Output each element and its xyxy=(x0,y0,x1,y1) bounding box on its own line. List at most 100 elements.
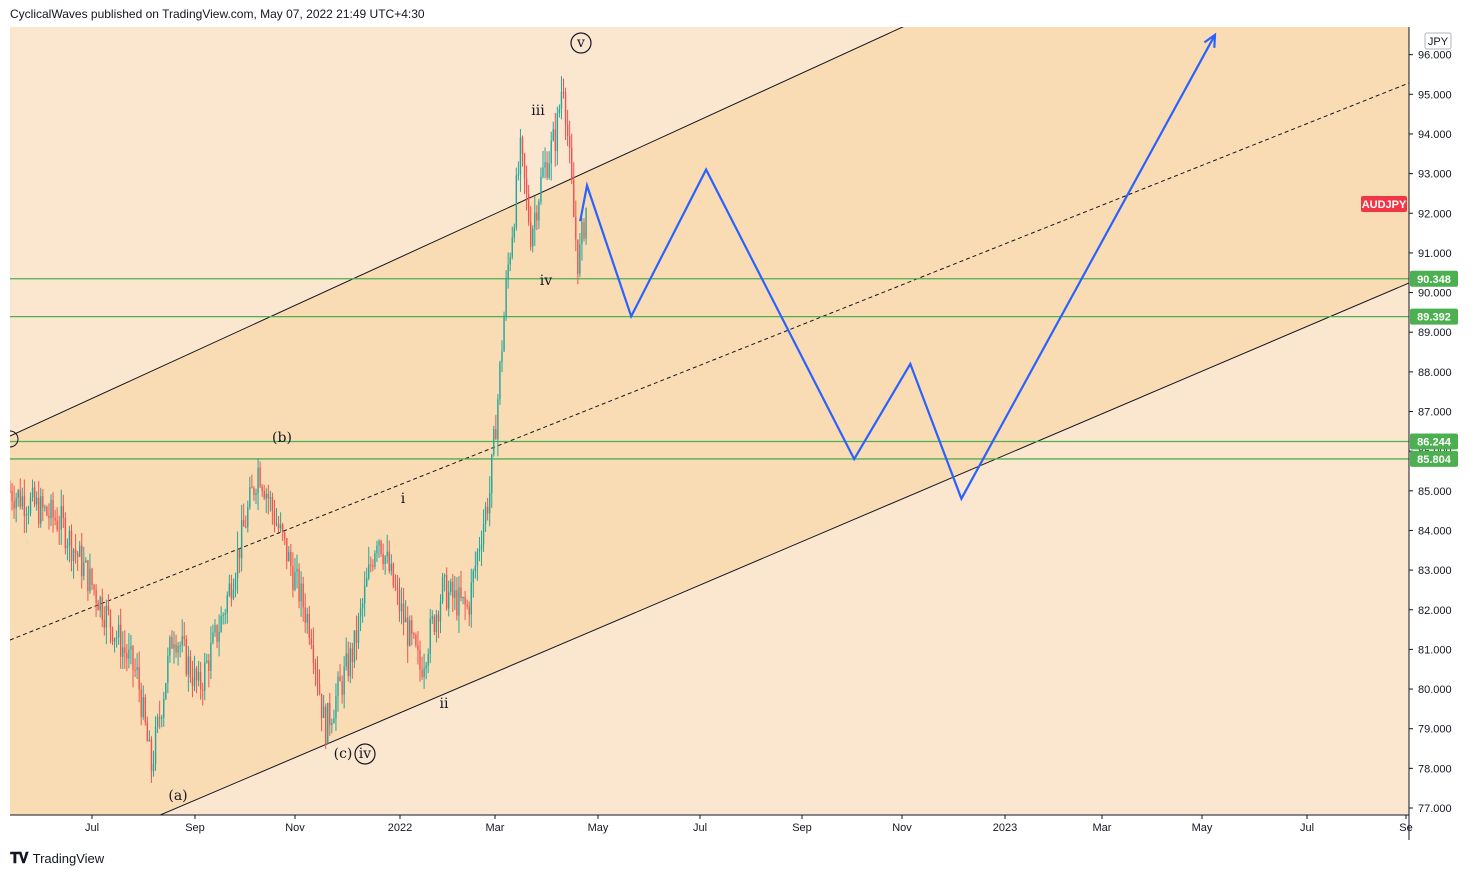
level-badge-text: 86.244 xyxy=(1417,436,1452,448)
publisher-header: CyclicalWaves published on TradingView.c… xyxy=(10,7,425,21)
candle xyxy=(532,225,534,253)
candle xyxy=(187,645,190,692)
candle xyxy=(472,568,474,598)
candle xyxy=(527,184,530,226)
candle xyxy=(464,590,466,621)
tradingview-logo-icon: 𝐓𝐕 xyxy=(10,850,29,867)
channel-median-line xyxy=(10,82,1409,641)
candle xyxy=(370,556,372,573)
candle xyxy=(318,669,321,696)
candle xyxy=(177,641,179,666)
candle xyxy=(452,574,454,613)
candle xyxy=(42,489,44,522)
candle xyxy=(556,106,559,166)
candle xyxy=(337,671,339,712)
candle xyxy=(548,151,550,180)
y-tick-label: 81.000 xyxy=(1418,644,1452,656)
candle xyxy=(212,624,214,645)
candle xyxy=(238,548,241,574)
candle xyxy=(415,632,417,648)
candle xyxy=(503,311,505,353)
x-tick-label: Sep xyxy=(185,822,205,834)
candle xyxy=(427,648,429,674)
candle xyxy=(583,218,585,242)
candle xyxy=(179,641,181,658)
candle xyxy=(566,109,569,147)
candle xyxy=(199,661,202,700)
candle xyxy=(517,161,520,181)
candle xyxy=(357,612,360,649)
candle xyxy=(499,360,501,405)
candle xyxy=(234,572,237,598)
candle xyxy=(577,239,579,285)
candle xyxy=(421,656,423,680)
candles xyxy=(10,76,587,783)
candle xyxy=(585,207,587,245)
footer-brand[interactable]: 𝐓𝐕 TradingView xyxy=(10,850,104,867)
candle xyxy=(138,651,140,703)
wave-label: iii xyxy=(531,103,545,119)
candle xyxy=(10,480,11,494)
candle xyxy=(286,537,288,570)
candle xyxy=(204,652,206,701)
candle xyxy=(448,580,450,617)
candle xyxy=(156,713,159,734)
candle xyxy=(273,499,276,533)
candle xyxy=(407,606,409,664)
candle xyxy=(91,567,93,590)
candle xyxy=(388,540,390,574)
y-tick-label: 87.000 xyxy=(1418,407,1452,419)
wave-label: (a) xyxy=(168,788,187,804)
candle xyxy=(437,610,440,639)
candle xyxy=(558,104,561,118)
candle xyxy=(288,546,290,562)
candle xyxy=(52,492,54,533)
candle xyxy=(83,546,85,581)
candle xyxy=(13,485,15,519)
candle xyxy=(284,531,286,546)
candle xyxy=(150,736,153,783)
candle xyxy=(513,223,515,243)
candle xyxy=(419,640,421,682)
candle xyxy=(58,515,60,545)
candle xyxy=(361,597,364,623)
candle xyxy=(29,492,32,517)
candle xyxy=(460,570,462,602)
candle xyxy=(554,112,556,167)
horizontal-levels xyxy=(10,278,1409,460)
wave-label: (b) xyxy=(272,430,292,446)
projection-arrowhead xyxy=(1203,32,1217,48)
candle xyxy=(511,226,513,260)
candle xyxy=(441,572,444,605)
candle xyxy=(265,488,267,513)
candle xyxy=(111,626,114,646)
channel-upper-line xyxy=(10,27,904,437)
candle xyxy=(218,614,220,657)
candle xyxy=(411,615,413,646)
candle xyxy=(341,675,343,704)
candle xyxy=(89,553,91,594)
level-badge-text: 85.804 xyxy=(1417,454,1452,466)
candle xyxy=(97,599,99,611)
level-badges: 90.348 89.392 86.244 85.804 xyxy=(1410,270,1458,467)
candle xyxy=(351,642,354,679)
candle xyxy=(493,425,495,457)
candle xyxy=(384,554,386,575)
candle xyxy=(11,483,13,511)
candle xyxy=(423,653,425,689)
candle xyxy=(249,476,251,510)
candle xyxy=(329,692,331,736)
candle xyxy=(402,587,405,636)
candle xyxy=(335,683,337,731)
candle xyxy=(474,551,477,579)
projection-path xyxy=(579,34,1216,502)
candle xyxy=(76,550,79,571)
candle xyxy=(468,601,470,627)
candle xyxy=(331,718,333,734)
y-tick-label: 94.000 xyxy=(1418,129,1452,141)
candle xyxy=(579,233,581,278)
svg-text:JPY: JPY xyxy=(1428,36,1449,48)
candle xyxy=(236,531,239,594)
